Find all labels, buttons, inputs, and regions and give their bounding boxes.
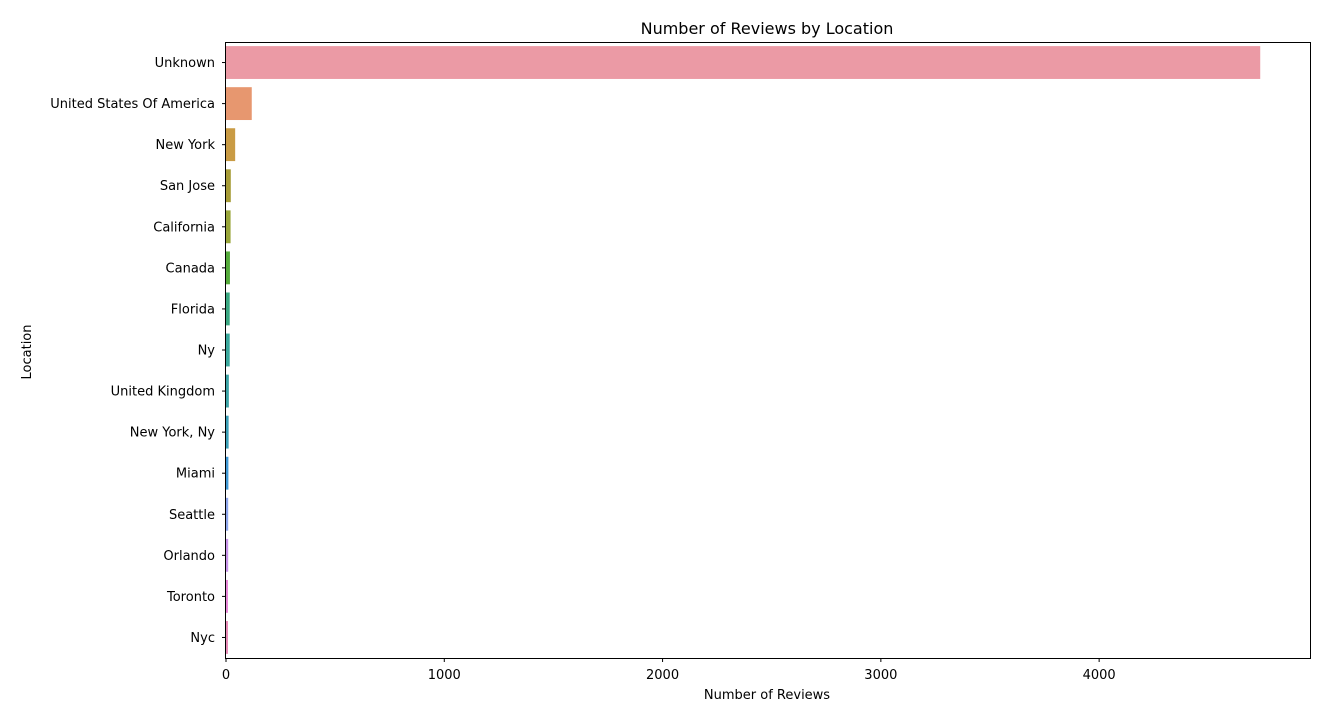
- bar-united-kingdom: [226, 374, 229, 408]
- bar-orlando: [226, 538, 229, 572]
- y-tick-label: New York, Ny: [130, 426, 216, 441]
- y-tick-label: California: [153, 220, 215, 235]
- y-tick-label: San Jose: [160, 179, 215, 194]
- bar-ny: [226, 333, 230, 367]
- x-tick-label: 0: [222, 668, 230, 683]
- x-axis-title: Number of Reviews: [704, 688, 830, 703]
- y-tick-label: Seattle: [169, 508, 215, 523]
- bars-group: [226, 46, 1261, 654]
- chart-title: Number of Reviews by Location: [641, 19, 894, 38]
- bar-unknown: [226, 46, 1261, 79]
- x-tick-label: 4000: [1083, 668, 1116, 683]
- y-tick-label: Nyc: [190, 631, 215, 646]
- x-tick-label: 2000: [646, 668, 679, 683]
- x-tick-label: 3000: [864, 668, 897, 683]
- bar-florida: [226, 292, 230, 326]
- bar-canada: [226, 251, 230, 285]
- bar-san-jose: [226, 169, 231, 203]
- y-tick-label: Florida: [171, 302, 215, 317]
- plot-frame: [225, 42, 1311, 659]
- y-tick-label: New York: [155, 138, 215, 153]
- y-tick-label: Unknown: [155, 56, 215, 71]
- y-tick-labels-group: Unknown United States Of America New York S…: [50, 56, 226, 646]
- bar-california: [226, 210, 231, 244]
- y-axis-title: Location: [20, 325, 35, 380]
- bar-seattle: [226, 497, 229, 531]
- bar-miami: [226, 456, 229, 490]
- y-tick-label: Ny: [198, 344, 216, 359]
- y-tick-label: Miami: [176, 467, 215, 482]
- x-ticks-group: 0 1000 2000 3000 4000: [222, 658, 1116, 683]
- x-tick-label: 1000: [428, 668, 461, 683]
- y-tick-label: United States Of America: [50, 97, 215, 112]
- bar-united-states-of-america: [226, 87, 252, 121]
- bar-toronto: [226, 579, 228, 613]
- y-tick-label: United Kingdom: [111, 385, 215, 400]
- bar-nyc: [226, 621, 228, 654]
- y-tick-label: Canada: [166, 261, 215, 276]
- y-tick-label: Toronto: [166, 590, 215, 605]
- y-tick-label: Orlando: [163, 549, 215, 564]
- bar-new-york: [226, 128, 236, 162]
- bar-new-york-ny: [226, 415, 229, 449]
